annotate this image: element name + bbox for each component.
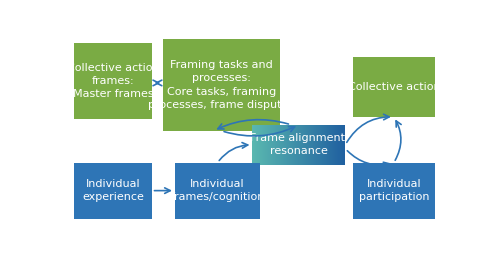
Text: Individual
experience: Individual experience [82, 179, 144, 202]
Text: Framing tasks and
processes:
Core tasks, framing
processes, frame disputes: Framing tasks and processes: Core tasks,… [148, 60, 294, 110]
FancyBboxPatch shape [353, 163, 434, 219]
FancyBboxPatch shape [74, 163, 152, 219]
FancyBboxPatch shape [353, 57, 434, 117]
FancyBboxPatch shape [163, 39, 280, 131]
Text: Collective action: Collective action [348, 82, 440, 92]
Text: Individual
participation: Individual participation [358, 179, 429, 202]
Text: Frame alignment/
resonance: Frame alignment/ resonance [250, 133, 348, 156]
Text: Individual
frames/cognition: Individual frames/cognition [170, 179, 264, 202]
Text: Collective action
frames:
Master frames: Collective action frames: Master frames [66, 63, 159, 99]
FancyBboxPatch shape [74, 43, 152, 119]
FancyBboxPatch shape [175, 163, 260, 219]
